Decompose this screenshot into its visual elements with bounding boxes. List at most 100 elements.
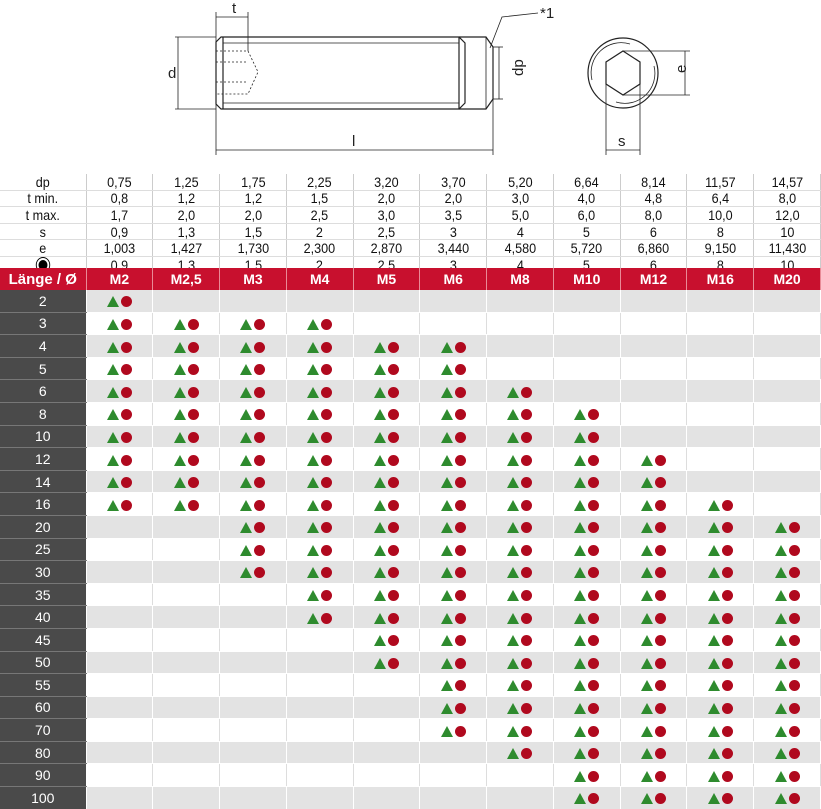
availability-cell <box>419 560 488 584</box>
spec-row-label: t min. <box>4 190 83 208</box>
circle-icon <box>721 657 733 669</box>
triangle-icon <box>641 793 653 805</box>
availability-cell <box>219 786 287 809</box>
availability-row: 14 <box>0 470 821 494</box>
availability-cell <box>620 447 688 471</box>
triangle-icon <box>707 590 720 602</box>
circle-icon <box>788 590 800 602</box>
availability-cell <box>553 334 621 358</box>
triangle-icon <box>173 454 186 466</box>
availability-cell <box>419 515 488 539</box>
spec-cell: 12,0 <box>756 206 818 224</box>
availability-cell <box>152 651 221 675</box>
availability-row: 35 <box>0 583 821 607</box>
availability-cell <box>353 651 421 675</box>
label-e: e <box>673 65 690 73</box>
availability-cell <box>686 628 755 652</box>
circle-icon <box>387 364 399 376</box>
triangle-icon <box>440 499 453 511</box>
availability-cell <box>152 718 221 742</box>
triangle-icon <box>774 657 787 669</box>
availability-cell <box>286 470 354 494</box>
spec-cell: 2,0 <box>423 190 484 208</box>
circle-icon <box>788 748 800 760</box>
availability-cell <box>620 605 688 629</box>
triangle-icon <box>774 725 787 737</box>
triangle-icon <box>440 635 453 647</box>
spec-row: s 0,9 1,3 1,5 2 2,5 3 4 5 6 8 10 <box>0 223 821 241</box>
circle-icon <box>788 522 800 534</box>
circle-icon <box>321 612 333 624</box>
length-cell: 2 <box>0 290 87 313</box>
size-header: M16 <box>686 268 755 290</box>
availability-row: 3 <box>0 312 821 336</box>
triangle-icon <box>574 567 587 579</box>
spec-row: t min. 0,8 1,2 1,2 1,5 2,0 2,0 3,0 4,0 4,8 6,4 8,0 <box>0 190 821 208</box>
availability-cell <box>286 560 354 584</box>
availability-cell <box>553 492 621 516</box>
availability-cell <box>553 583 621 607</box>
circle-icon <box>655 748 666 760</box>
spec-cell: 1,3 <box>156 223 217 241</box>
availability-cell <box>419 763 488 788</box>
triangle-icon <box>307 341 320 353</box>
availability-cell <box>620 583 688 607</box>
circle-icon <box>655 657 666 669</box>
circle-icon <box>387 635 399 647</box>
availability-cell <box>219 651 287 675</box>
label-note: *1 <box>540 5 554 22</box>
circle-icon <box>454 725 466 737</box>
circle-icon <box>454 657 466 669</box>
availability-row: 20 <box>0 515 821 539</box>
triangle-icon <box>307 318 320 330</box>
availability-cell <box>686 312 755 336</box>
triangle-icon <box>440 409 453 421</box>
triangle-icon <box>373 499 386 511</box>
length-cell: 30 <box>0 560 87 584</box>
availability-cell <box>553 628 621 652</box>
availability-cell <box>753 334 821 358</box>
circle-icon <box>454 703 466 715</box>
availability-cell <box>553 741 621 765</box>
circle-icon <box>321 409 333 421</box>
size-header: M6 <box>419 268 488 290</box>
circle-icon <box>655 793 666 805</box>
circle-icon <box>254 544 266 556</box>
triangle-icon <box>507 748 520 760</box>
label-s: s <box>618 133 626 150</box>
triangle-icon <box>641 703 653 715</box>
triangle-icon <box>440 544 453 556</box>
availability-cell <box>219 515 287 539</box>
availability-cell <box>353 696 421 720</box>
hex-socket <box>605 50 641 96</box>
length-cell: 100 <box>0 786 87 809</box>
availability-cell <box>152 402 221 426</box>
triangle-icon <box>774 567 787 579</box>
spec-row-label: dp <box>4 174 83 191</box>
circle-icon <box>387 590 399 602</box>
circle-icon <box>321 522 333 534</box>
triangle-icon <box>507 703 520 715</box>
availability-cell <box>620 673 688 697</box>
triangle-icon <box>440 567 453 579</box>
availability-row: 45 <box>0 628 821 652</box>
triangle-icon <box>373 612 386 624</box>
circle-icon <box>321 567 333 579</box>
availability-cell <box>419 651 488 675</box>
availability-cell <box>86 402 154 426</box>
availability-cell <box>419 741 488 765</box>
availability-cell <box>286 334 354 358</box>
availability-cell <box>753 515 821 539</box>
availability-cell <box>219 583 287 607</box>
availability-cell <box>553 357 621 381</box>
triangle-icon <box>574 793 587 805</box>
availability-row: 12 <box>0 447 821 471</box>
availability-cell <box>486 402 554 426</box>
triangle-icon <box>240 522 253 534</box>
availability-cell <box>753 786 821 809</box>
triangle-icon <box>507 477 520 489</box>
triangle-icon <box>707 725 720 737</box>
triangle-icon <box>307 612 320 624</box>
availability-cell <box>86 673 154 697</box>
